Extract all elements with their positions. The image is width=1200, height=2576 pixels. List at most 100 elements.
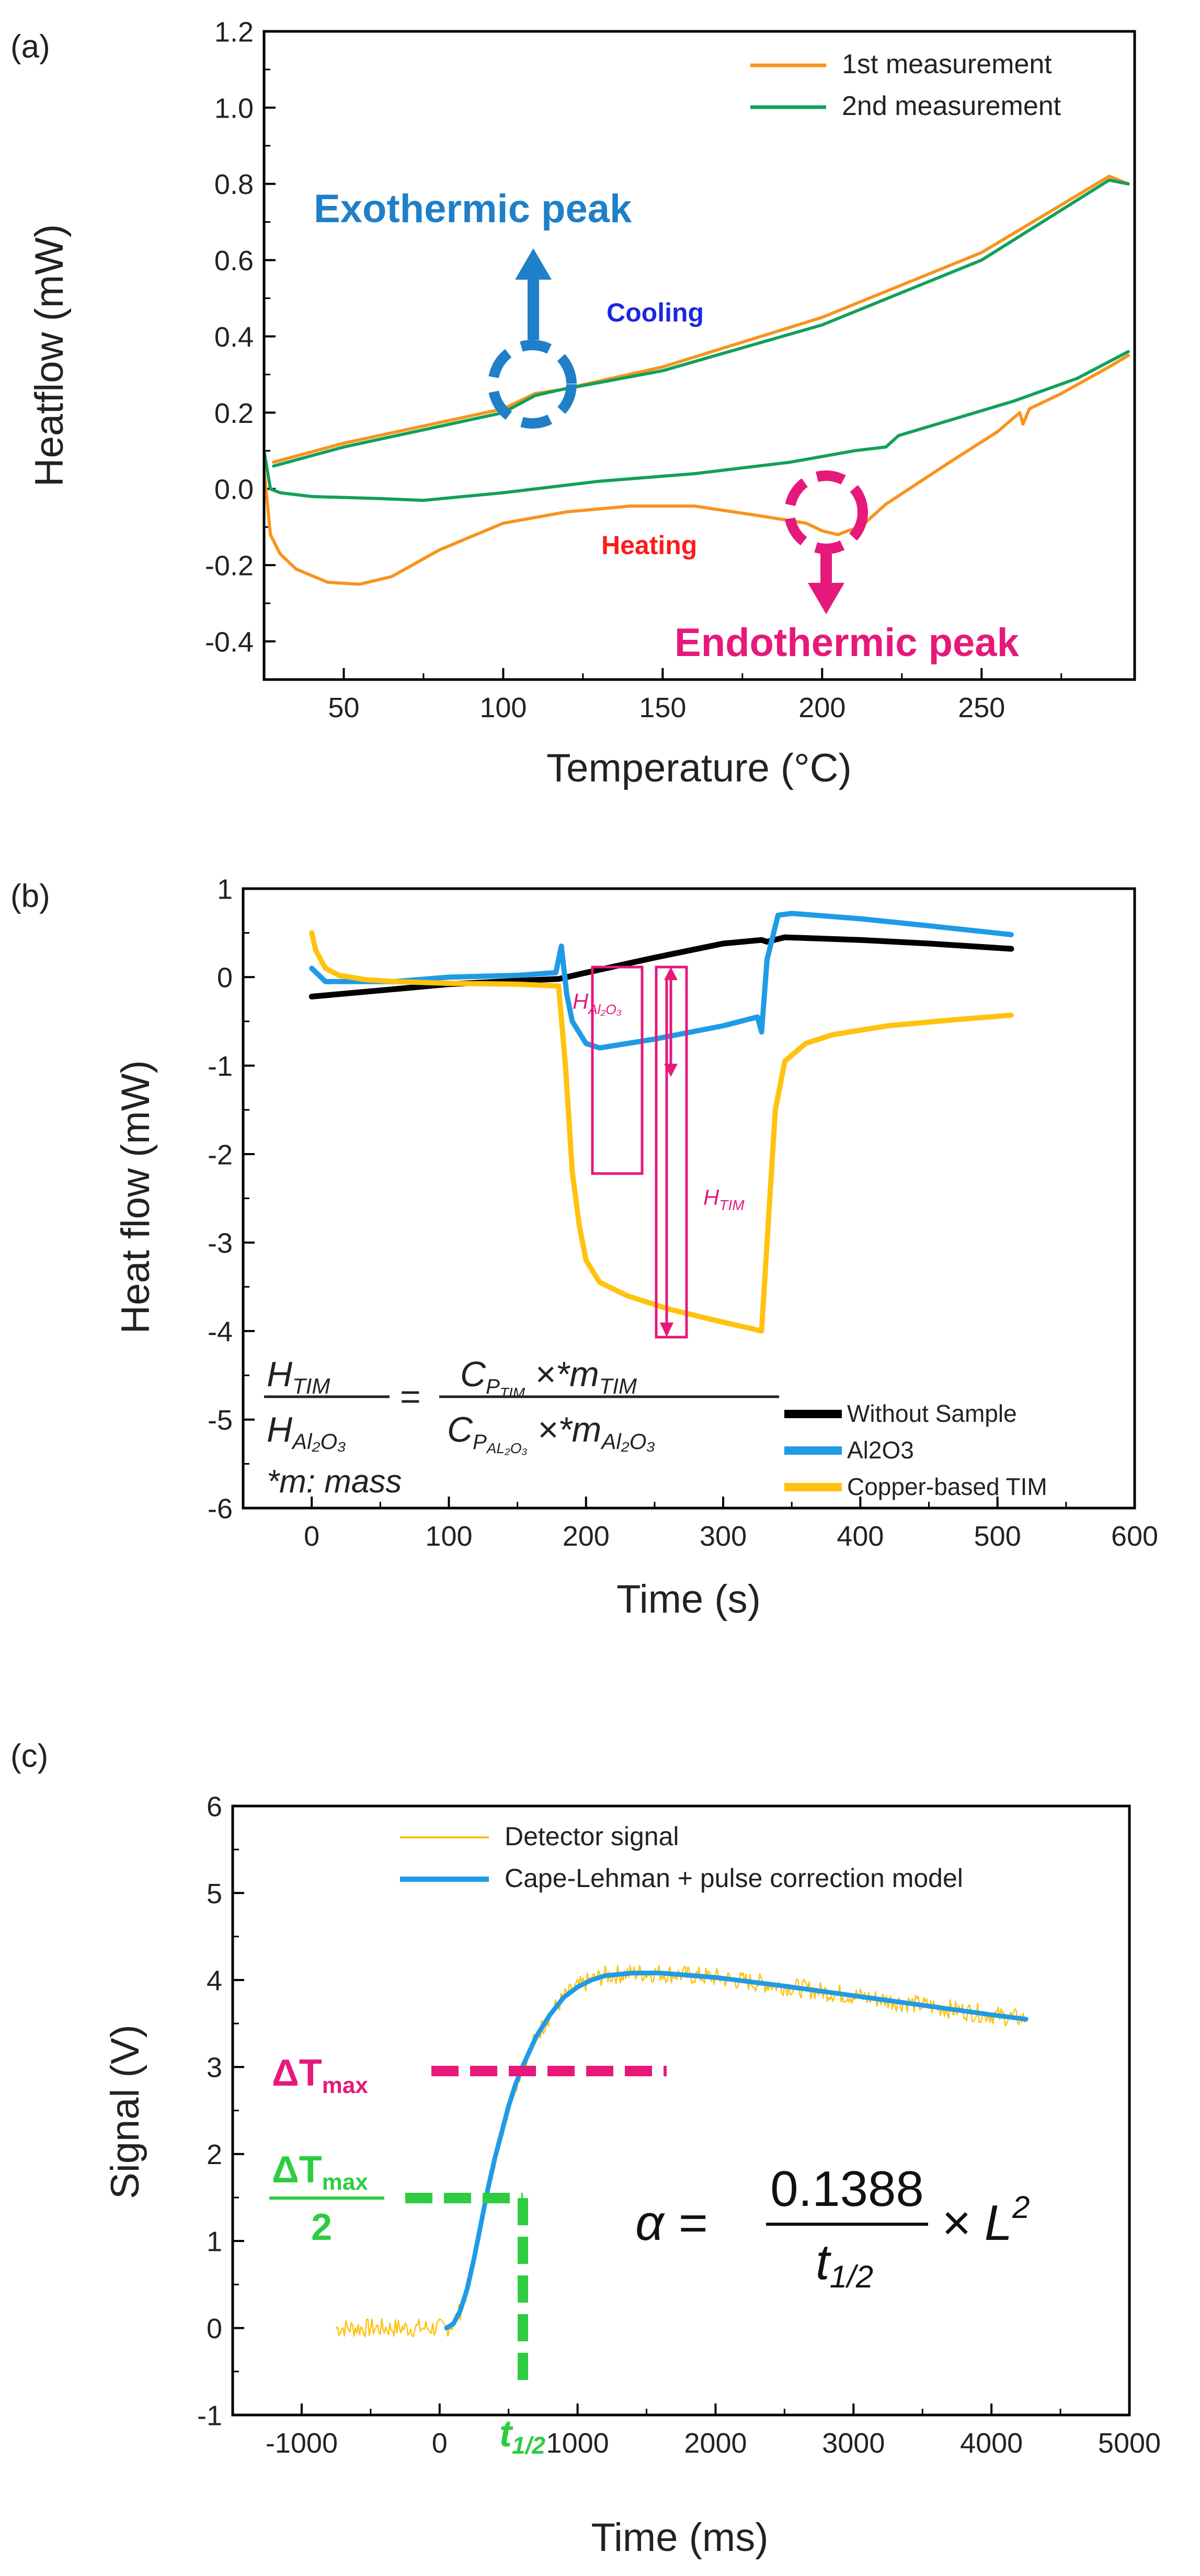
- y-tick-label: 0: [217, 962, 233, 994]
- x-tick-label: 200: [563, 1521, 610, 1552]
- diffusivity-equation: α = 0.1388 t1/2 × L2: [635, 2161, 1030, 2294]
- series-model-line: [444, 1971, 1028, 2331]
- y-tick-label: 0: [207, 2313, 222, 2344]
- legend-label-copper-tim: Copper-based TIM: [847, 1473, 1047, 1500]
- h-al2o3-label: HAl₂O₃: [573, 989, 622, 1017]
- dt-half-numerator: ΔTmax: [272, 2149, 368, 2195]
- eq-mass-note: *m: mass: [267, 1464, 402, 1500]
- exothermic-arrow-icon: [515, 248, 552, 280]
- legend-label-without-sample: Without Sample: [847, 1400, 1017, 1427]
- eq-lhs-denominator: HAl₂O₃: [267, 1410, 346, 1454]
- alpha-lhs: α =: [635, 2195, 707, 2251]
- h-al2o3-bracket: [591, 965, 644, 1175]
- panel-c-ticks: -1000 0 1000 2000 3000 4000 5000 -1 0 1 2 3 4 5 6: [197, 1791, 1161, 2459]
- y-tick-label: 1: [217, 873, 233, 905]
- panel-b-xlabel: Time (s): [616, 1577, 761, 1622]
- h-tim-bracket: [655, 965, 688, 1339]
- x-tick-label: 250: [958, 692, 1005, 723]
- panel-a-ylabel: Heatflow (mW): [27, 224, 72, 487]
- legend-label-model: Cape-Lehman + pulse correction model: [505, 1864, 963, 1893]
- eq-equals: =: [400, 1377, 421, 1417]
- legend-label-2nd-measurement: 2nd measurement: [842, 91, 1061, 121]
- alpha-denominator: t1/2: [816, 2234, 873, 2294]
- legend-label-1st-measurement: 1st measurement: [842, 49, 1052, 79]
- heating-label: Heating: [601, 531, 697, 560]
- y-tick-label: 1: [207, 2226, 222, 2258]
- x-tick-label: 0: [304, 1521, 319, 1552]
- x-tick-label: 3000: [822, 2428, 885, 2459]
- panel-c: (c) -1000 0 1000 2000 3000 4000 5000-10123456 …: [10, 1738, 1161, 2560]
- x-tick-label: 200: [798, 692, 845, 723]
- panel-a-label: (a): [10, 29, 50, 65]
- y-tick-label: -1: [197, 2400, 222, 2431]
- x-tick-label: 400: [837, 1521, 884, 1552]
- y-tick-label: 0.8: [214, 169, 254, 200]
- panel-b-ylabel: Heat flow (mW): [113, 1060, 158, 1334]
- y-tick-label: -3: [208, 1228, 233, 1259]
- x-tick-label: 100: [479, 692, 527, 723]
- y-tick-label: -0.4: [205, 626, 254, 658]
- t-half-label: t1/2: [499, 2413, 545, 2459]
- x-tick-label: -1000: [266, 2428, 338, 2459]
- panel-a-ticks: 50 100 150 200 250 -0.4 -0.2 0.0 0.2 0.4 0.6 0.8 1.0…: [205, 16, 1062, 723]
- alpha-rhs: × L2: [941, 2190, 1030, 2251]
- y-tick-label: -2: [208, 1139, 233, 1170]
- y-tick-label: 4: [207, 1965, 222, 1996]
- legend-label-al2o3: Al2O3: [847, 1436, 914, 1464]
- y-tick-label: -1: [208, 1051, 233, 1082]
- panel-c-series: [335, 1964, 1028, 2338]
- panel-b-legend: Without Sample Al2O3 Copper-based TIM: [784, 1400, 1047, 1500]
- cooling-label: Cooling: [607, 298, 704, 327]
- panel-c-plot-frame: [231, 1804, 1131, 2417]
- eq-rhs-numerator: CPTIM ×*mTIM: [460, 1354, 637, 1401]
- h-al2o3-arrow-up-icon: [664, 967, 678, 980]
- series-copper-tim-line: [309, 930, 1014, 1334]
- y-tick-label: 6: [207, 1791, 222, 1822]
- endothermic-peak-label: Endothermic peak: [675, 620, 1020, 665]
- exothermic-peak-circle: [488, 340, 577, 429]
- x-tick-label: 600: [1111, 1521, 1158, 1552]
- panel-b-plot-frame: [242, 887, 1136, 1510]
- x-tick-label: 4000: [960, 2428, 1023, 2459]
- series-1st-heating-line: [262, 354, 1130, 586]
- y-tick-label: 2: [207, 2139, 222, 2170]
- alpha-numerator: 0.1388: [770, 2161, 924, 2217]
- y-tick-label: 1.2: [214, 16, 254, 48]
- heat-ratio-equation: HTIM HAl₂O₃ = CPTIM ×*mTIM CPAL₂O₃ ×*mAl…: [264, 1354, 779, 1500]
- x-tick-label: 150: [639, 692, 686, 723]
- x-tick-label: 2000: [684, 2428, 747, 2459]
- h-tim-label: HTIM: [703, 1185, 745, 1213]
- y-tick-label: 0.6: [214, 245, 254, 277]
- x-tick-label: 300: [700, 1521, 747, 1552]
- y-tick-label: 1.0: [214, 93, 254, 124]
- panel-c-legend: Detector signal Cape-Lehman + pulse corr…: [400, 1822, 963, 1893]
- y-tick-label: -4: [208, 1316, 233, 1348]
- y-tick-label: 5: [207, 1878, 222, 1910]
- endothermic-arrow-icon: [808, 583, 844, 614]
- series-2nd-heating-line: [262, 350, 1130, 502]
- eq-lhs-numerator: HTIM: [267, 1354, 330, 1398]
- panel-c-ylabel: Signal (V): [103, 2025, 147, 2199]
- y-tick-label: -6: [208, 1493, 233, 1524]
- x-tick-label: 5000: [1098, 2428, 1161, 2459]
- series-2nd-cooling-line: [272, 178, 1130, 468]
- panel-a-legend: 1st measurement 2nd measurement: [750, 49, 1061, 121]
- x-tick-label: 1000: [546, 2428, 609, 2459]
- y-tick-label: -0.2: [205, 550, 254, 582]
- eq-rhs-denominator: CPAL₂O₃ ×*mAl₂O₃: [447, 1410, 655, 1456]
- panel-c-label: (c): [10, 1738, 48, 1774]
- legend-label-detector-signal: Detector signal: [505, 1822, 679, 1851]
- y-tick-label: 0.4: [214, 321, 254, 353]
- panel-a-series: [262, 175, 1130, 586]
- y-tick-label: 0.0: [214, 474, 254, 505]
- series-1st-cooling-line: [272, 175, 1130, 464]
- y-tick-label: -5: [208, 1405, 233, 1436]
- panel-a: (a) 50 100 150 200 250 -0.4 -0.2 0.0 0.2 0.4 0.6 0.…: [10, 16, 1136, 790]
- dt-max-label: ΔTmax: [272, 2052, 368, 2098]
- x-tick-label: 0: [432, 2428, 448, 2459]
- exothermic-peak-label: Exothermic peak: [314, 187, 632, 231]
- panel-b-label: (b): [10, 878, 50, 914]
- y-tick-label: 3: [207, 2052, 222, 2084]
- panel-a-xlabel: Temperature (°C): [546, 746, 852, 790]
- panel-b: (b) 0 100 200 300 400 500 600 -6 -5 -4 -3 -2 -1 0 1 He…: [10, 873, 1158, 1622]
